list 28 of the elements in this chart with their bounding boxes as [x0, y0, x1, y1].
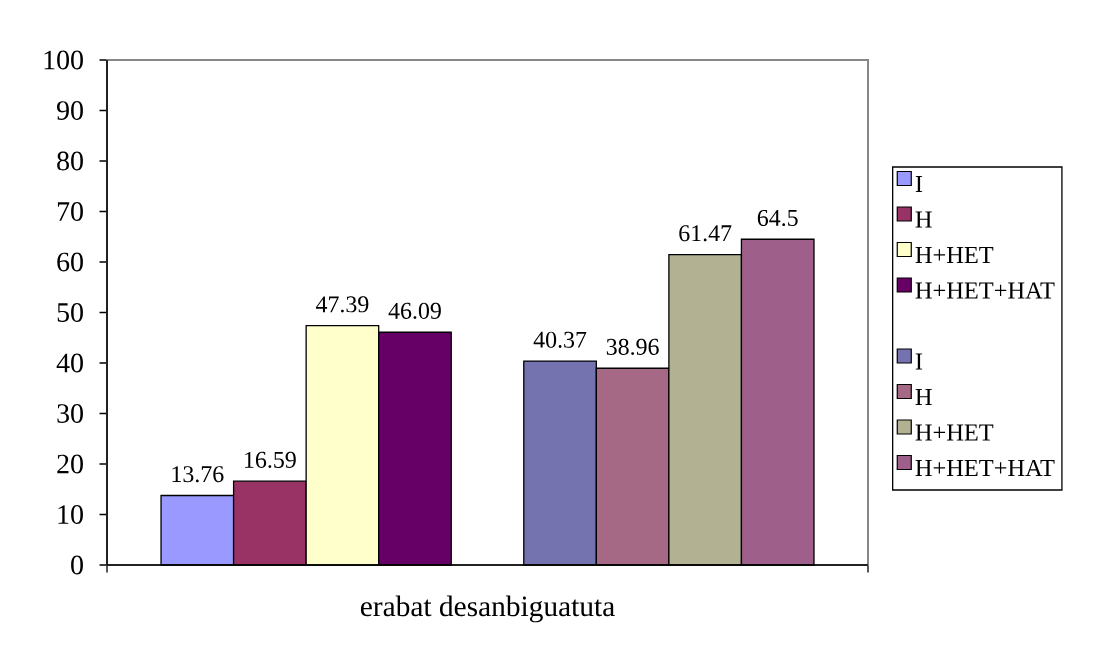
- data-label: 40.37: [533, 331, 587, 348]
- y-tick-label: 30: [57, 404, 83, 423]
- y-tick-label: 70: [57, 202, 83, 221]
- legend-label: H: [915, 211, 932, 228]
- legend-label: I: [915, 353, 923, 370]
- data-label: 13.76: [172, 466, 224, 483]
- data-label: 16.59: [245, 451, 296, 469]
- y-tick-label: 20: [57, 454, 83, 474]
- legend-label: H+HET: [915, 424, 994, 441]
- y-tick-label: 100: [44, 50, 83, 70]
- legend-label: H+HET+HAT: [915, 282, 1055, 299]
- data-label: 64.5: [757, 209, 798, 227]
- legend-label: H+HET: [915, 247, 994, 263]
- y-tick-label: 60: [57, 252, 83, 272]
- data-label: 47.39: [315, 296, 369, 313]
- y-tick-label: 10: [58, 505, 83, 524]
- y-tick-label: 40: [56, 353, 83, 373]
- data-label: 38.96: [606, 338, 659, 356]
- y-tick-label: 0: [71, 555, 83, 575]
- y-tick-label: 90: [57, 101, 83, 120]
- y-tick-label: 50: [57, 303, 83, 322]
- legend-label: H: [915, 389, 932, 405]
- data-label: 61.47: [679, 225, 732, 242]
- x-tick-label: erabat desanbiguatuta: [360, 595, 615, 623]
- y-tick-label: 80: [57, 151, 83, 171]
- data-label: 46.09: [388, 302, 441, 320]
- legend-label: H+HET+HAT: [915, 459, 1055, 476]
- legend-label: I: [915, 176, 923, 192]
